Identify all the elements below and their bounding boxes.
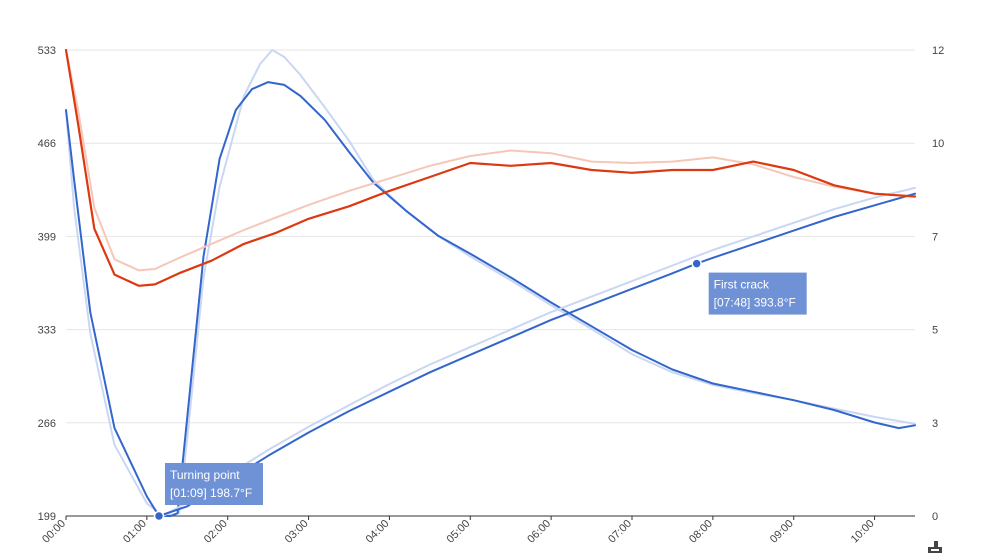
x-tick-label: 01:00 <box>121 518 149 546</box>
right-axis: 0 3 5 7 10 12 <box>932 45 944 523</box>
x-axis: 00:00 01:00 02:00 03:00 04:00 05:00 06:00 07:00… <box>40 516 877 546</box>
right-tick-label: 5 <box>932 325 938 337</box>
x-tick-label: 09:00 <box>768 518 796 546</box>
right-tick-label: 3 <box>932 418 938 430</box>
left-tick-label: 533 <box>38 45 56 57</box>
left-tick-label: 266 <box>38 418 56 430</box>
right-tick-label: 7 <box>932 231 938 243</box>
x-tick-label: 10:00 <box>849 518 877 546</box>
annotation-title: First crack <box>714 278 770 292</box>
annotation-value: [07:48] 393.8°F <box>714 296 796 310</box>
x-tick-label: 07:00 <box>606 518 634 546</box>
left-tick-label: 399 <box>38 231 56 243</box>
series-line-temp <box>65 81 916 517</box>
x-tick-label: 06:00 <box>525 518 553 546</box>
right-tick-label: 12 <box>932 45 944 57</box>
brand-logo-icon <box>928 541 942 553</box>
x-tick-label: 03:00 <box>283 518 311 546</box>
series-line-ror_ref <box>162 186 916 517</box>
x-tick-label: 04:00 <box>364 518 392 546</box>
chart-annotations: Turning point [01:09] 198.7°F First crack [… <box>153 258 807 522</box>
annotation-marker[interactable] <box>153 510 165 522</box>
x-tick-label: 05:00 <box>444 518 472 546</box>
series-line-ror <box>158 192 916 517</box>
x-tick-label: 02:00 <box>202 518 230 546</box>
left-axis: 199 266 333 399 466 533 <box>38 45 56 523</box>
series-line-red <box>64 48 917 287</box>
annotation-box <box>164 463 263 505</box>
annotation-marker[interactable] <box>691 258 702 269</box>
annotation-title: Turning point <box>170 468 240 482</box>
left-tick-label: 199 <box>38 511 56 523</box>
series-line-red_ref <box>65 49 916 272</box>
left-tick-label: 333 <box>38 325 56 337</box>
annotation-value: [01:09] 198.7°F <box>170 486 252 500</box>
x-tick-label: 08:00 <box>687 518 715 546</box>
right-tick-label: 0 <box>932 511 938 523</box>
left-tick-label: 466 <box>38 138 56 150</box>
right-tick-label: 10 <box>932 138 944 150</box>
chart-series <box>64 48 917 517</box>
annotation-box <box>708 272 807 315</box>
